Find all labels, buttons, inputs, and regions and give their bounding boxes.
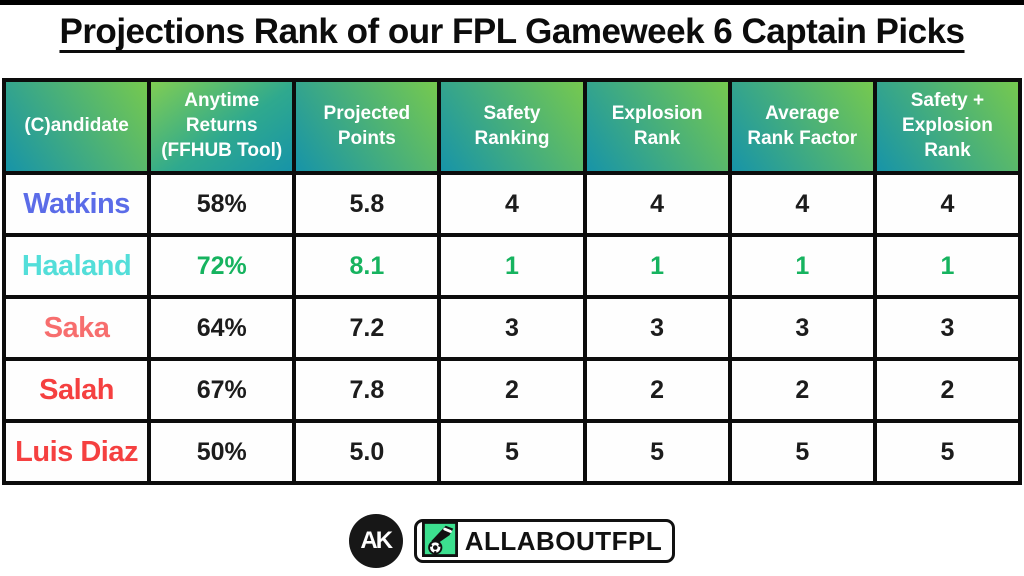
projected-points-value: 8.1 [292, 233, 442, 299]
safety-explosion-rank-value: 4 [872, 171, 1023, 237]
explosion-rank-value: 1 [582, 233, 732, 299]
player-name: Haaland [1, 233, 152, 299]
safety-ranking-value: 2 [437, 357, 587, 423]
column-header-candidate: (C)andidate [1, 78, 152, 175]
explosion-rank-value: 4 [582, 171, 732, 237]
explosion-rank-value: 2 [582, 357, 732, 423]
projected-points-value: 5.8 [292, 171, 442, 237]
table-row-luis-diaz: Luis Diaz 50% 5.0 5 5 5 5 [1, 419, 1023, 485]
safety-ranking-value: 3 [437, 295, 587, 361]
anytime-returns-value: 50% [147, 419, 297, 485]
column-header-average-rank-factor: Average Rank Factor [727, 78, 877, 175]
safety-explosion-rank-value: 1 [872, 233, 1023, 299]
player-name: Salah [1, 357, 152, 423]
player-name: Watkins [1, 171, 152, 237]
projected-points-value: 5.0 [292, 419, 442, 485]
safety-ranking-value: 4 [437, 171, 587, 237]
ak-monogram-text: AK [360, 527, 393, 554]
page-title: Projections Rank of our FPL Gameweek 6 C… [59, 12, 965, 51]
anytime-returns-value: 58% [147, 171, 297, 237]
safety-ranking-value: 1 [437, 233, 587, 299]
projected-points-value: 7.2 [292, 295, 442, 361]
average-rank-factor-value: 2 [727, 357, 877, 423]
table-row-salah: Salah 67% 7.8 2 2 2 2 [1, 357, 1023, 423]
player-name: Saka [1, 295, 152, 361]
anytime-returns-value: 67% [147, 357, 297, 423]
safety-explosion-rank-value: 5 [872, 419, 1023, 485]
footer-brand-area: AK ALLABOUTFPL [0, 512, 1024, 570]
football-boot-icon [421, 520, 458, 562]
table-row-haaland: Haaland 72% 8.1 1 1 1 1 [1, 233, 1023, 299]
average-rank-factor-value: 4 [727, 171, 877, 237]
projected-points-value: 7.8 [292, 357, 442, 423]
column-header-safety-explosion-rank: Safety + Explosion Rank [872, 78, 1023, 175]
safety-explosion-rank-value: 3 [872, 295, 1023, 361]
average-rank-factor-value: 5 [727, 419, 877, 485]
top-border-bar [0, 0, 1024, 5]
brand-name-text: ALLABOUTFPL [464, 525, 663, 556]
captain-picks-table: (C)andidate Anytime Returns (FFHUB Tool)… [1, 78, 1023, 485]
ak-monogram-logo: AK [348, 514, 403, 568]
safety-explosion-rank-value: 2 [872, 357, 1023, 423]
player-name: Luis Diaz [1, 419, 152, 485]
anytime-returns-value: 64% [147, 295, 297, 361]
average-rank-factor-value: 3 [727, 295, 877, 361]
column-header-projected-points: Projected Points [292, 78, 442, 175]
safety-ranking-value: 5 [437, 419, 587, 485]
column-header-explosion-rank: Explosion Rank [582, 78, 732, 175]
header-row: (C)andidate Anytime Returns (FFHUB Tool)… [1, 78, 1023, 175]
table-row-saka: Saka 64% 7.2 3 3 3 3 [1, 295, 1023, 361]
column-header-anytime-returns: Anytime Returns (FFHUB Tool) [147, 78, 297, 175]
explosion-rank-value: 3 [582, 295, 732, 361]
average-rank-factor-value: 1 [727, 233, 877, 299]
allaboutfpl-badge: ALLABOUTFPL [413, 519, 676, 563]
explosion-rank-value: 5 [582, 419, 732, 485]
title-container: Projections Rank of our FPL Gameweek 6 C… [0, 12, 1024, 52]
table-row-watkins: Watkins 58% 5.8 4 4 4 4 [1, 171, 1023, 237]
column-header-safety-ranking: Safety Ranking [437, 78, 587, 175]
anytime-returns-value: 72% [147, 233, 297, 299]
